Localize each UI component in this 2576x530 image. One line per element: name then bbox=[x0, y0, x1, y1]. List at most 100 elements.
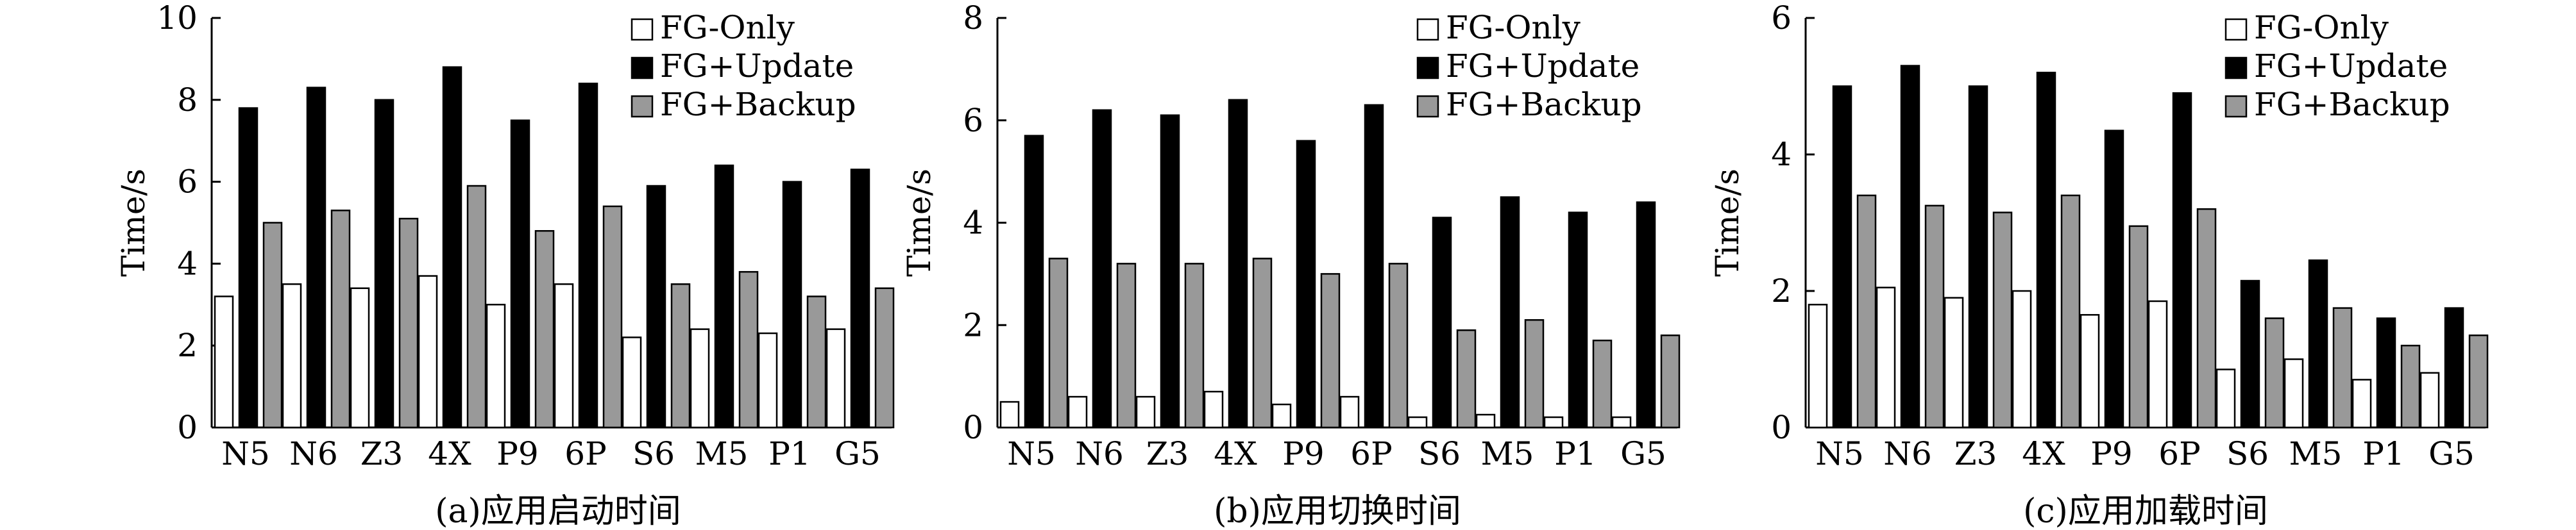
x-tick-label: P9 bbox=[496, 435, 538, 472]
bar-fg-backup-6p bbox=[2196, 208, 2217, 429]
bar-fg-only-z3 bbox=[350, 287, 370, 429]
x-tick-label: P9 bbox=[2090, 435, 2132, 472]
bar-fg-only-n5 bbox=[999, 401, 1020, 429]
bar-fg-backup-g5 bbox=[2468, 334, 2489, 429]
x-tick-label: M5 bbox=[1480, 435, 1534, 472]
bar-fg-backup-4x bbox=[1252, 258, 1273, 429]
x-tick-label: Z3 bbox=[1954, 435, 1997, 472]
bar-fg-only-s6 bbox=[2216, 369, 2236, 429]
y-tick-label: 2 bbox=[177, 327, 198, 364]
bar-fg-backup-4x bbox=[2060, 194, 2081, 429]
bar-fg-update-s6 bbox=[2240, 279, 2260, 429]
y-tick-label: 4 bbox=[177, 245, 198, 282]
bar-fg-backup-p1 bbox=[806, 295, 827, 429]
bar-fg-only-g5 bbox=[826, 328, 846, 429]
bar-fg-update-z3 bbox=[1160, 114, 1180, 429]
bar-fg-update-4x bbox=[1228, 99, 1248, 429]
y-tick-label: 0 bbox=[177, 409, 198, 446]
x-tick-label: Z3 bbox=[1146, 435, 1189, 472]
legend-label: FG+Update bbox=[660, 47, 854, 85]
bar-fg-only-6p bbox=[2148, 300, 2168, 429]
y-tick-label: 4 bbox=[963, 204, 983, 242]
x-tick-label: S6 bbox=[632, 435, 675, 472]
bar-fg-only-6p bbox=[1339, 395, 1360, 429]
x-tick-label: S6 bbox=[1418, 435, 1461, 472]
bar-fg-only-4x bbox=[1203, 390, 1224, 429]
y-tick-label: 6 bbox=[1771, 0, 1792, 37]
y-tick-label: 10 bbox=[157, 0, 198, 37]
y-tick-label: 8 bbox=[177, 81, 198, 119]
bar-fg-backup-n5 bbox=[1048, 258, 1069, 429]
x-tick-label: P1 bbox=[2362, 435, 2404, 472]
legend-label: FG-Only bbox=[1446, 9, 1581, 46]
bar-fg-backup-6p bbox=[602, 205, 623, 429]
bar-fg-update-g5 bbox=[2444, 307, 2464, 429]
bar-fg-only-p9 bbox=[2080, 314, 2100, 429]
legend-label: FG-Only bbox=[2254, 9, 2389, 46]
bar-fg-update-s6 bbox=[1432, 217, 1452, 429]
x-tick-label: N5 bbox=[1815, 435, 1864, 472]
bar-fg-update-n6 bbox=[306, 87, 326, 429]
bar-fg-backup-p9 bbox=[534, 230, 555, 429]
y-tick-label: 8 bbox=[963, 0, 983, 37]
bar-fg-only-m5 bbox=[1475, 413, 1496, 429]
bar-fg-only-m5 bbox=[690, 328, 710, 429]
bar-fg-backup-z3 bbox=[1992, 211, 2013, 429]
bar-fg-only-p1 bbox=[2351, 379, 2372, 429]
legend-swatch bbox=[631, 18, 654, 41]
legend-swatch bbox=[1416, 95, 1439, 118]
bar-fg-backup-6p bbox=[1388, 263, 1409, 429]
bar-fg-only-n6 bbox=[1067, 395, 1088, 429]
bar-fg-update-p1 bbox=[2376, 317, 2396, 429]
bar-fg-only-z3 bbox=[1944, 297, 1964, 429]
legend-swatch bbox=[631, 56, 654, 79]
y-tick-label: 6 bbox=[963, 102, 983, 139]
bar-fg-backup-p9 bbox=[2128, 225, 2149, 429]
bar-fg-update-n5 bbox=[238, 107, 258, 429]
bar-fg-update-p9 bbox=[1296, 140, 1316, 429]
y-tick-label: 6 bbox=[177, 163, 198, 201]
bar-fg-update-p1 bbox=[782, 181, 802, 429]
x-tick-label: 6P bbox=[564, 435, 606, 472]
bar-fg-update-6p bbox=[578, 82, 598, 429]
bar-fg-only-6p bbox=[554, 283, 574, 429]
bar-fg-only-g5 bbox=[2419, 372, 2440, 429]
bar-fg-only-p9 bbox=[1271, 403, 1292, 429]
bar-fg-only-p1 bbox=[1543, 416, 1564, 429]
x-tick-label: P1 bbox=[1554, 435, 1596, 472]
bar-fg-backup-n5 bbox=[1856, 194, 1877, 429]
bar-fg-only-4x bbox=[418, 275, 438, 429]
x-tick-label: 6P bbox=[2158, 435, 2200, 472]
bar-fg-update-p1 bbox=[1568, 211, 1588, 429]
bar-fg-backup-s6 bbox=[2264, 317, 2285, 429]
legend-label: FG+Update bbox=[1446, 47, 1640, 85]
bar-fg-only-n5 bbox=[214, 295, 234, 429]
bar-fg-backup-p1 bbox=[1592, 339, 1613, 429]
x-tick-label: N6 bbox=[1075, 435, 1124, 472]
legend-swatch bbox=[631, 95, 654, 118]
bar-fg-only-z3 bbox=[1135, 395, 1156, 429]
bar-fg-update-n5 bbox=[1024, 135, 1044, 429]
bar-fg-update-6p bbox=[2172, 92, 2192, 429]
bar-fg-only-n5 bbox=[1808, 304, 1828, 429]
bar-fg-backup-4x bbox=[466, 185, 487, 429]
bar-fg-backup-g5 bbox=[1660, 334, 1681, 429]
bar-fg-backup-z3 bbox=[1184, 263, 1205, 429]
bar-fg-update-4x bbox=[2036, 71, 2056, 429]
y-axis-title: Time/s bbox=[901, 169, 938, 277]
chart-panel-1: 0 2 4 6 8 10 Time/s N5 N6 Z3 4X P9 6P S6 M5 P1 G5 FG-Only… bbox=[115, 0, 895, 530]
bar-fg-backup-s6 bbox=[1456, 329, 1477, 429]
bar-fg-backup-n6 bbox=[330, 210, 351, 429]
y-tick-label: 2 bbox=[963, 306, 983, 344]
bar-fg-update-4x bbox=[442, 66, 462, 429]
bar-fg-backup-p1 bbox=[2400, 344, 2421, 429]
x-tick-label: 4X bbox=[428, 435, 471, 472]
x-tick-label: Z3 bbox=[360, 435, 403, 472]
bar-fg-update-6p bbox=[1364, 104, 1384, 429]
legend-label: FG+Update bbox=[2254, 47, 2448, 85]
bar-fg-only-m5 bbox=[2284, 358, 2304, 429]
bar-fg-backup-n6 bbox=[1924, 204, 1945, 429]
bar-fg-backup-n6 bbox=[1116, 263, 1137, 429]
